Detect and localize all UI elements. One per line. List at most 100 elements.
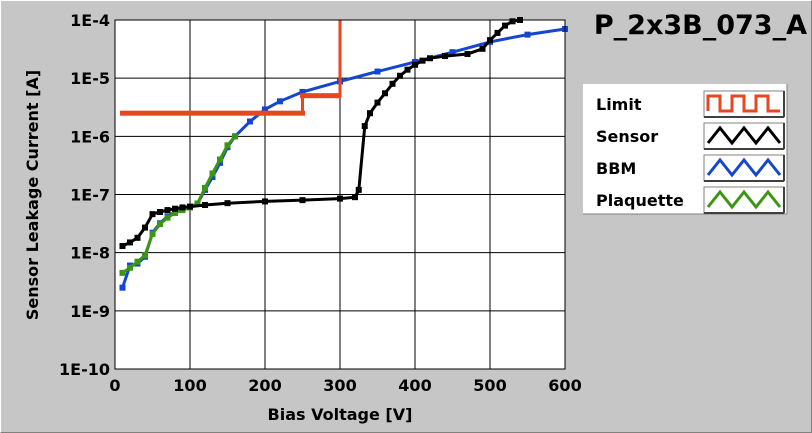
data-point [241,110,247,116]
data-point [524,31,531,38]
data-point [262,198,268,205]
legend-label: BBM [596,159,636,178]
data-point [509,18,516,25]
data-point [494,29,501,36]
data-point [268,110,274,116]
data-point [337,195,343,202]
x-tick-label: 300 [323,376,356,395]
zigzag-icon [703,122,785,150]
x-tick-label: 500 [473,376,506,395]
data-point [286,110,292,116]
data-point [304,93,310,99]
chart-title: P_2x3B_073_A [594,10,807,41]
data-point [202,201,208,208]
data-point [187,203,193,210]
data-point [464,51,471,58]
data-point [217,159,223,166]
series-limit [120,20,342,116]
data-point [160,110,166,116]
legend-label: Plaquette [596,191,684,210]
y-tick-label: 1E-8 [70,244,110,263]
y-tick-label: 1E-9 [70,302,110,321]
data-point [133,110,139,116]
data-point [178,110,184,116]
data-point [389,80,396,87]
data-point [165,110,170,116]
data-point [210,110,215,116]
data-point [149,230,156,237]
x-axis-title: Bias Voltage [V] [268,405,413,424]
y-tick-labels: 1E-4 1E-5 1E-6 1E-7 1E-8 1E-9 1E-10 [59,11,110,379]
data-point [172,205,178,212]
data-point [331,93,337,99]
legend-label: Limit [596,95,642,114]
plot-border [114,19,566,370]
zigzag-icon [703,154,785,182]
data-point [247,118,253,125]
data-point [419,57,426,64]
data-point [129,110,134,116]
data-point [156,110,161,116]
data-point [327,93,332,99]
data-point [246,110,251,116]
y-tick-label: 1E-4 [70,11,110,30]
data-point [479,45,486,52]
data-point [119,284,126,291]
data-point [299,88,306,95]
data-point [228,110,233,116]
legend-label: Sensor [596,127,658,146]
data-point [224,200,231,207]
series-sensor [119,17,523,250]
data-point [273,110,278,116]
legend-item-bbm: BBM [596,154,785,182]
data-point [309,93,314,99]
data-point [237,110,242,116]
data-point [201,110,206,116]
data-point [250,110,256,116]
data-point [151,110,157,116]
data-point [282,110,287,116]
data-point [232,110,238,116]
data-point [192,110,197,116]
zigzag-icon [703,186,785,214]
data-point [157,209,163,216]
data-point [322,93,328,99]
data-point [138,110,143,116]
data-point [224,142,231,149]
data-point [164,214,171,221]
data-point [427,55,433,62]
data-point [223,110,229,116]
y-tick-label: 1E-6 [70,127,110,146]
data-point [134,234,141,241]
data-point [174,110,179,116]
data-point [157,221,163,228]
data-point [209,173,216,180]
data-point [361,123,368,130]
data-point [124,110,130,116]
data-point [127,239,133,246]
data-point [277,98,283,105]
data-point [502,22,508,29]
data-point [336,93,341,99]
x-tick-label: 400 [398,376,431,395]
data-point [119,269,126,276]
data-point [147,110,152,116]
data-point [318,93,323,99]
x-tick-label: 100 [173,376,206,395]
data-point [142,224,148,231]
data-point [374,68,381,75]
data-point [404,66,411,73]
data-point [127,264,133,271]
data-point [209,170,216,177]
data-point [295,110,301,116]
y-axis-title: Sensor Leakage Current [A] [23,70,42,320]
data-point [183,110,188,116]
data-point [355,186,362,193]
series-plaquette [119,133,238,276]
data-point [219,110,224,116]
data-point [299,197,306,204]
series-layer [119,17,568,291]
data-point [277,110,283,116]
y-tick-label: 1E-5 [70,69,110,88]
